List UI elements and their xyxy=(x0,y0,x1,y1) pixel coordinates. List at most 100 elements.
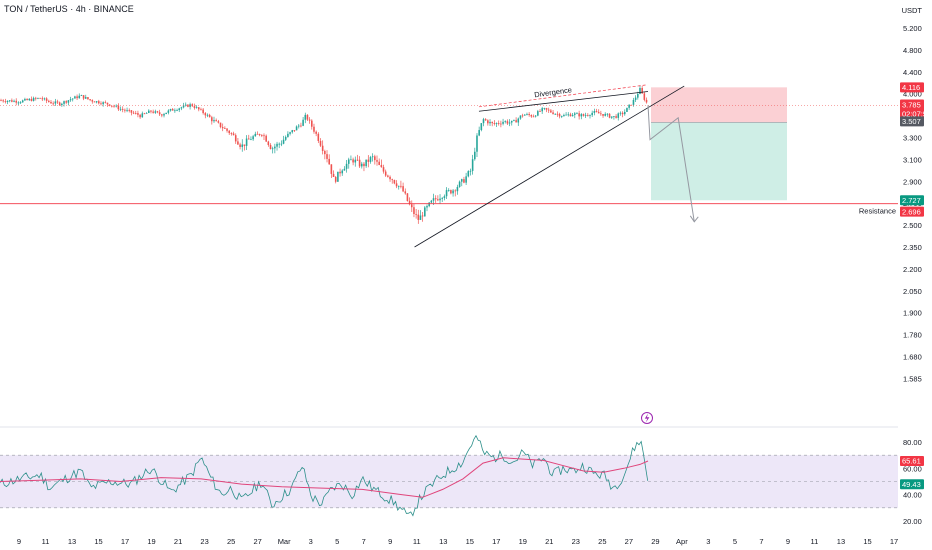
candle-body xyxy=(278,143,281,145)
time-tick-label: 17 xyxy=(121,537,129,546)
rsi-tick-label: 20.00 xyxy=(903,517,922,526)
chart-title: TON / TetherUS · 4h · BINANCE xyxy=(4,4,134,14)
candle-body xyxy=(408,200,411,205)
rsi-value-tag: 49.43 xyxy=(902,480,921,489)
projection-arrow xyxy=(647,105,695,222)
candle-body xyxy=(54,101,57,104)
price-tick-label: 1.900 xyxy=(903,309,922,318)
time-tick-label: 29 xyxy=(651,537,659,546)
lightning-icon-bolt xyxy=(644,413,650,423)
candle-body xyxy=(48,100,50,102)
entry-tag-bg xyxy=(900,116,924,127)
target-tag-bg xyxy=(900,195,924,206)
time-tick-label: 21 xyxy=(174,537,182,546)
stop-loss-zone xyxy=(651,87,787,123)
candle-body xyxy=(534,115,537,117)
candle-body xyxy=(150,110,152,112)
price-tick-label: 3.300 xyxy=(903,134,922,143)
candle-body xyxy=(595,111,598,112)
axes: USDT5.2004.8004.4004.0003.6003.3003.1002… xyxy=(17,6,922,546)
candle-body xyxy=(152,111,154,113)
time-tick-label: Mar xyxy=(278,537,291,546)
candle-body xyxy=(158,112,161,115)
candle-body xyxy=(234,135,237,142)
candle-body xyxy=(537,111,539,116)
candle-body xyxy=(580,114,583,117)
position-zones xyxy=(651,87,787,201)
candle-body xyxy=(469,170,472,172)
price-tick-label: 4.400 xyxy=(903,68,922,77)
candle-body xyxy=(171,109,174,111)
candle-body xyxy=(267,141,270,145)
candle-body xyxy=(4,101,7,103)
time-tick-label: 11 xyxy=(42,537,50,546)
candle-body xyxy=(330,164,333,174)
candle-body xyxy=(391,179,394,181)
candle-body xyxy=(578,113,580,117)
candle-body xyxy=(82,95,85,99)
candle-body xyxy=(93,101,96,103)
price-tick-label: 2.350 xyxy=(903,243,922,252)
candle-body xyxy=(208,114,211,118)
candle-body xyxy=(545,108,548,110)
candle-body xyxy=(626,107,628,112)
candle-body xyxy=(221,127,224,129)
candle-body xyxy=(189,104,191,107)
candle-body xyxy=(395,183,398,187)
time-tick-label: 3 xyxy=(309,537,313,546)
candle-body xyxy=(387,175,389,177)
candle-body xyxy=(8,100,11,102)
candle-body xyxy=(367,159,370,162)
rsi-value-tag-bg xyxy=(900,479,924,490)
candle-body xyxy=(610,116,613,118)
candle-body xyxy=(0,100,2,102)
candle-body xyxy=(628,104,630,108)
candle-body xyxy=(243,144,246,146)
candle-body xyxy=(573,113,576,115)
candle-body xyxy=(474,151,476,160)
candle-body xyxy=(510,120,513,123)
resistance-tag: 2.696 xyxy=(902,207,921,216)
candle-body xyxy=(513,120,515,121)
candle-body xyxy=(139,114,141,118)
time-tick-label: 17 xyxy=(890,537,898,546)
candle-body xyxy=(432,198,435,201)
candle-body xyxy=(71,98,74,100)
candle-body xyxy=(126,110,128,111)
candle-body xyxy=(424,207,426,217)
rsi-tick-label: 80.00 xyxy=(903,438,922,447)
candle-body xyxy=(619,112,622,114)
candle-body xyxy=(224,128,226,129)
candle-body xyxy=(582,114,585,116)
candle-body xyxy=(382,167,385,172)
candle-body xyxy=(400,185,402,187)
price-tick-label: 2.050 xyxy=(903,287,922,296)
candle-body xyxy=(80,95,83,97)
candle-body xyxy=(2,100,4,102)
candle-body xyxy=(495,123,498,124)
candle-body xyxy=(356,159,359,161)
candle-body xyxy=(284,136,287,140)
candle-body xyxy=(352,159,354,163)
candle-body xyxy=(443,196,446,199)
candle-body xyxy=(282,139,285,144)
candle-body xyxy=(182,105,185,108)
candle-body xyxy=(508,122,511,124)
candle-body xyxy=(576,113,578,115)
candle-body xyxy=(187,104,189,107)
candle-body xyxy=(174,110,176,112)
candle-body xyxy=(184,104,187,106)
candle-body xyxy=(517,118,520,123)
candle-body xyxy=(358,159,361,167)
entry-tag: 3.507 xyxy=(902,117,921,126)
time-tick-label: 5 xyxy=(733,537,737,546)
candle-body xyxy=(100,103,102,105)
candle-body xyxy=(65,101,68,103)
candle-body xyxy=(230,133,233,134)
candle-body xyxy=(363,163,365,167)
candle-body xyxy=(571,114,574,117)
candle-body xyxy=(56,101,59,103)
candle-body xyxy=(200,109,202,111)
candle-body xyxy=(137,113,139,115)
